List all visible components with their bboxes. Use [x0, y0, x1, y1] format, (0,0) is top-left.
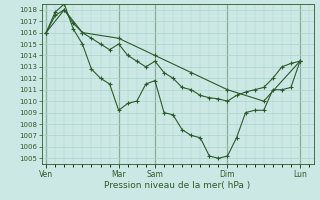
X-axis label: Pression niveau de la mer( hPa ): Pression niveau de la mer( hPa ) — [104, 181, 251, 190]
